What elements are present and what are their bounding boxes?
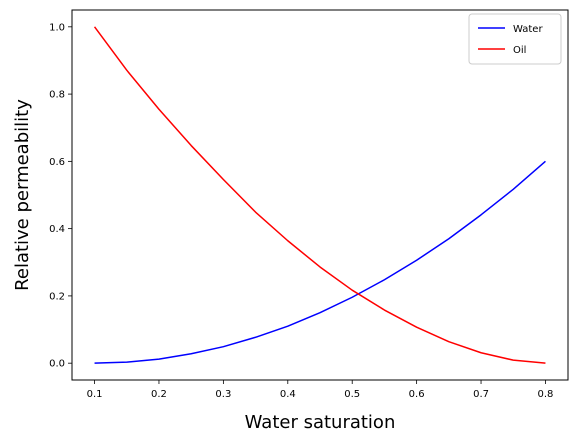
y-tick-label: 0.4 (49, 224, 65, 235)
x-tick-label: 0.2 (151, 389, 167, 400)
x-axis-ticks: 0.1 0.2 0.3 0.4 0.5 0.6 0.7 0.8 (87, 380, 554, 400)
plot-lines (93, 26, 546, 364)
x-axis-title: Water saturation (245, 412, 396, 433)
x-tick-label: 0.4 (280, 389, 296, 400)
legend-water-label: Water (513, 24, 543, 35)
y-tick-label: 0.0 (49, 359, 65, 370)
y-tick-label: 0.6 (49, 157, 65, 168)
x-tick-label: 0.6 (409, 389, 425, 400)
series-line-water (94, 160, 546, 364)
series-line-oil (93, 26, 546, 364)
legend-oil-label: Oil (513, 45, 526, 56)
legend: Water Oil (468, 13, 562, 65)
x-tick-label: 0.3 (215, 389, 231, 400)
x-tick-label: 0.8 (538, 389, 554, 400)
y-tick-label: 0.2 (49, 291, 65, 302)
x-tick-label: 0.1 (87, 389, 103, 400)
y-tick-label: 0.8 (49, 90, 65, 101)
legend-box (468, 13, 562, 65)
plot-frame (71, 9, 569, 381)
y-axis-ticks: 0.0 0.2 0.4 0.6 0.8 1.0 (49, 22, 72, 370)
y-axis-title: Relative permeability (12, 99, 33, 291)
x-tick-label: 0.7 (473, 389, 489, 400)
x-tick-label: 0.5 (344, 389, 360, 400)
y-tick-label: 1.0 (49, 22, 65, 33)
